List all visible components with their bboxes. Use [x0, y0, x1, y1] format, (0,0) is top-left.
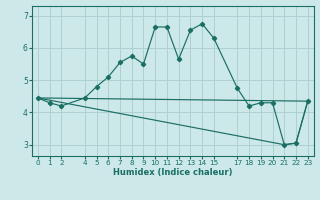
X-axis label: Humidex (Indice chaleur): Humidex (Indice chaleur) — [113, 168, 233, 177]
